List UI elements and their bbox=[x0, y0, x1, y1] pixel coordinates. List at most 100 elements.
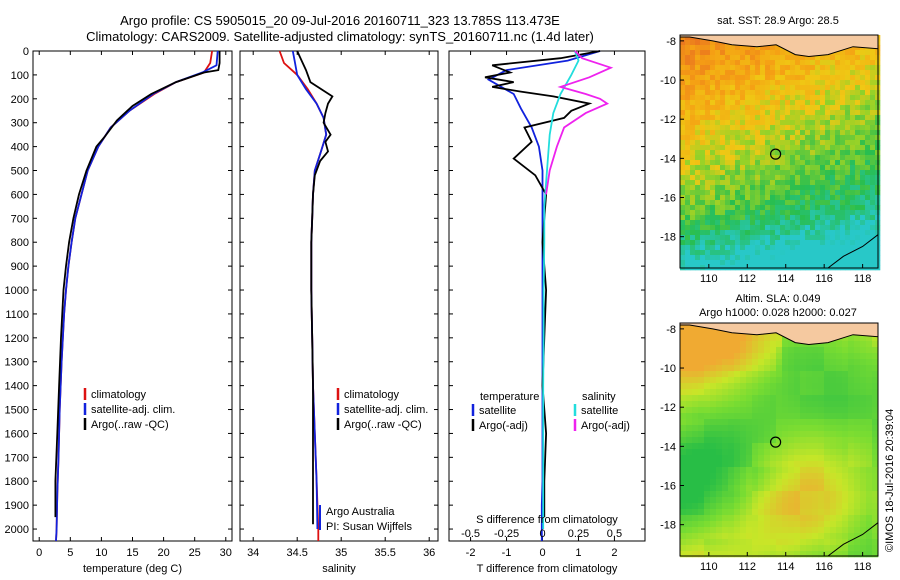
map-cell bbox=[810, 255, 816, 261]
map-cell bbox=[872, 419, 879, 426]
map-cell bbox=[854, 341, 861, 348]
map-cell bbox=[765, 70, 771, 76]
map-cell bbox=[795, 110, 801, 116]
map-cell bbox=[848, 359, 855, 366]
map-cell bbox=[716, 365, 723, 372]
map-cell bbox=[680, 255, 686, 261]
map-cell bbox=[686, 365, 693, 372]
map-cell bbox=[830, 341, 837, 348]
map-cell bbox=[720, 70, 726, 76]
map-cell bbox=[680, 200, 686, 206]
map-cell bbox=[700, 50, 706, 56]
series-line-1 bbox=[55, 50, 219, 542]
map-cell bbox=[795, 75, 801, 81]
map-cell bbox=[860, 50, 866, 56]
map-cell bbox=[855, 230, 861, 236]
map-cell bbox=[755, 50, 761, 56]
map-cell bbox=[845, 210, 851, 216]
map-cell bbox=[760, 250, 766, 256]
map-cell bbox=[855, 125, 861, 131]
map-cell bbox=[755, 125, 761, 131]
map-cell bbox=[830, 175, 836, 181]
map-cell bbox=[872, 413, 879, 420]
map-cell bbox=[764, 509, 771, 516]
map-cell bbox=[750, 80, 756, 86]
map-cell bbox=[750, 245, 756, 251]
map-cell bbox=[820, 150, 826, 156]
map-cell bbox=[820, 185, 826, 191]
map-cell bbox=[770, 551, 777, 558]
map-cell bbox=[755, 110, 761, 116]
map-cell bbox=[775, 240, 781, 246]
map-cell bbox=[685, 75, 691, 81]
map-cell bbox=[872, 335, 879, 342]
map-cell bbox=[790, 235, 796, 241]
map-cell bbox=[680, 110, 686, 116]
map-cell bbox=[704, 455, 711, 462]
map-cell bbox=[775, 65, 781, 71]
map-cell bbox=[728, 395, 735, 402]
map-cell bbox=[686, 455, 693, 462]
map-cell bbox=[842, 485, 849, 492]
map-cell bbox=[770, 200, 776, 206]
map-cell bbox=[740, 383, 747, 390]
map-cell bbox=[720, 125, 726, 131]
map-cell bbox=[730, 190, 736, 196]
map-cell bbox=[745, 210, 751, 216]
map-cell bbox=[752, 407, 759, 414]
map-cell bbox=[854, 497, 861, 504]
map-cell bbox=[770, 45, 776, 51]
map-cell bbox=[842, 347, 849, 354]
map-cell bbox=[780, 195, 786, 201]
map-cell bbox=[842, 449, 849, 456]
map-cell bbox=[750, 215, 756, 221]
map-cell bbox=[770, 240, 776, 246]
map-cell bbox=[776, 395, 783, 402]
map-cell bbox=[704, 533, 711, 540]
map-cell bbox=[720, 245, 726, 251]
map-cell bbox=[770, 401, 777, 408]
map-cell bbox=[710, 437, 717, 444]
map-cell bbox=[764, 467, 771, 474]
map-cell bbox=[866, 527, 873, 534]
map-cell bbox=[800, 140, 806, 146]
map-cell bbox=[715, 180, 721, 186]
map-cell bbox=[824, 425, 831, 432]
map-cell bbox=[735, 180, 741, 186]
map-cell bbox=[830, 509, 837, 516]
map-cell bbox=[746, 467, 753, 474]
map-cell bbox=[765, 250, 771, 256]
map-cell bbox=[680, 175, 686, 181]
map-cell bbox=[750, 45, 756, 51]
map-cell bbox=[836, 401, 843, 408]
map-cell bbox=[716, 473, 723, 480]
map-cell bbox=[700, 235, 706, 241]
map-cell bbox=[700, 55, 706, 61]
map-cell bbox=[764, 437, 771, 444]
map-cell bbox=[805, 65, 811, 71]
map-cell bbox=[710, 145, 716, 151]
map-cell bbox=[815, 175, 821, 181]
map-cell bbox=[820, 165, 826, 171]
map-cell bbox=[680, 371, 687, 378]
map-cell bbox=[810, 105, 816, 111]
map-cell bbox=[740, 225, 746, 231]
map-cell bbox=[855, 110, 861, 116]
map-cell bbox=[806, 509, 813, 516]
map-cell bbox=[860, 383, 867, 390]
map-cell bbox=[800, 215, 806, 221]
map-cell bbox=[776, 545, 783, 552]
map-cell bbox=[872, 455, 879, 462]
map-cell bbox=[734, 527, 741, 534]
map-cell bbox=[860, 359, 867, 366]
map-cell bbox=[735, 125, 741, 131]
map-cell bbox=[760, 110, 766, 116]
map-cell bbox=[680, 50, 686, 56]
map-cell bbox=[830, 155, 836, 161]
map-cell bbox=[686, 431, 693, 438]
map-cell bbox=[825, 70, 831, 76]
map-cell bbox=[770, 190, 776, 196]
map-cell bbox=[872, 461, 879, 468]
map-cell bbox=[785, 55, 791, 61]
map-cell bbox=[740, 240, 746, 246]
